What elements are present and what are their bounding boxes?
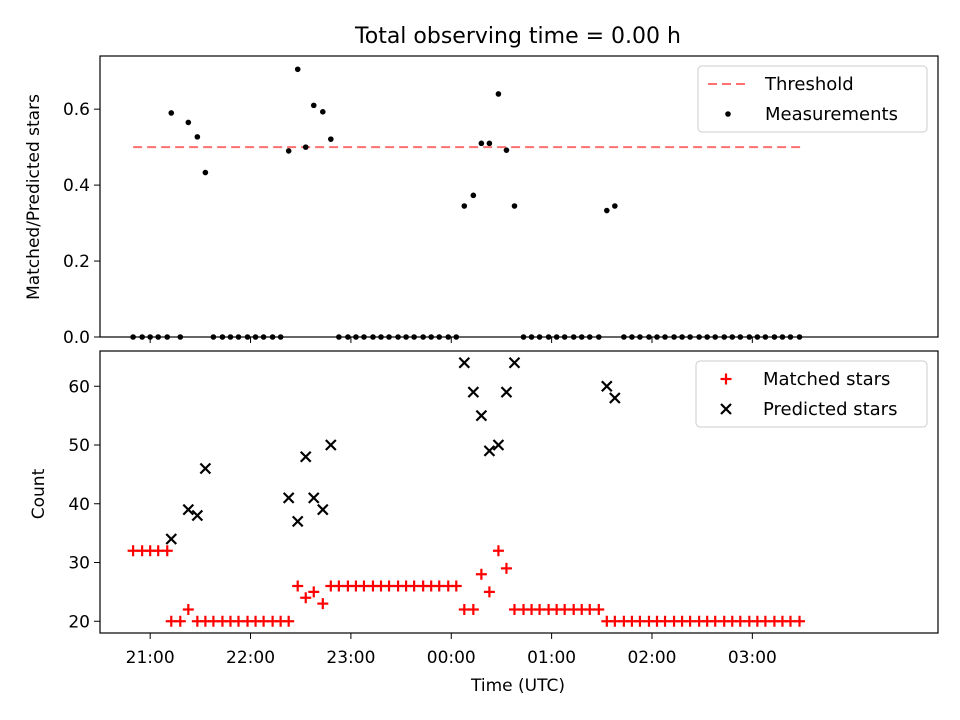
measurement-point: [328, 136, 334, 142]
predicted-star-point: [609, 392, 621, 404]
predicted-star-point: [182, 503, 195, 516]
count-legend: Matched stars Predicted stars: [695, 360, 928, 428]
predicted-star-point: [325, 439, 337, 451]
predicted-star-point: [500, 386, 513, 398]
count-y-tick-label: 60: [68, 377, 90, 397]
ratio-axes-frame: [99, 55, 939, 338]
ratio-y-tick-label: 0.6: [63, 100, 90, 120]
count-x-tick-label: 23:00: [326, 648, 375, 668]
matched-star-point: [794, 615, 806, 627]
legend-predicted-label: Predicted stars: [763, 399, 897, 420]
ratio-panel: Matched/Predicted stars 0.0 0.2 0.4 0.6 Thr…: [24, 55, 939, 348]
predicted-star-point: [601, 380, 613, 393]
measurement-point: [285, 148, 292, 154]
measurement-point: [604, 207, 610, 214]
count-series: [127, 356, 806, 627]
measurement-point: [185, 119, 192, 126]
measurement-point: [470, 192, 477, 199]
ratio-legend: Threshold Measurements: [697, 65, 928, 133]
legend-predicted-marker: [720, 403, 732, 415]
predicted-star-point: [475, 409, 488, 422]
matched-star-point: [161, 545, 173, 557]
predicted-star-point: [307, 492, 320, 504]
predicted-star-point: [291, 515, 304, 528]
ratio-y-ticks: 0.0 0.2 0.4 0.6: [63, 100, 753, 348]
predicted-star-point: [317, 503, 329, 516]
measurement-point: [612, 203, 618, 209]
count-axis-ticks: 20 30 40 50 60 21:00 22:00 23:00 00:00 01:00 02:00…: [68, 377, 776, 668]
matched-star-point: [467, 604, 479, 615]
count-y-axis-label: Count: [29, 468, 49, 519]
count-x-tick-label: 03:00: [728, 648, 777, 668]
legend-matched-label: Matched stars: [763, 369, 890, 390]
matched-star-point: [475, 568, 487, 580]
count-x-tick-label: 22:00: [226, 648, 275, 668]
ratio-y-tick-label: 0.2: [63, 252, 90, 272]
count-y-tick-label: 20: [68, 612, 90, 632]
ratio-y-axis-label: Matched/Predicted stars: [24, 94, 44, 300]
matched-star-point: [308, 586, 320, 598]
measurement-point: [319, 109, 326, 115]
count-x-axis-label: Time (UTC): [470, 676, 565, 696]
matched-star-point: [483, 586, 495, 598]
count-y-tick-label: 50: [68, 436, 90, 456]
measurement-point: [486, 140, 493, 147]
measurement-point: [461, 203, 468, 209]
predicted-star-point: [299, 450, 312, 463]
ratio-y-tick-label: 0.4: [63, 176, 90, 196]
count-x-tick-label: 21:00: [126, 648, 175, 668]
legend-measurements-label: Measurements: [765, 104, 898, 125]
figure-title: Total observing time = 0.00 h: [354, 24, 681, 49]
legend-measurements-swatch: [725, 111, 731, 117]
measurement-point: [503, 147, 510, 153]
measurement-point: [202, 169, 209, 176]
count-y-tick-label: 30: [68, 554, 90, 574]
matched-star-point: [492, 545, 504, 557]
predicted-star-point: [191, 509, 204, 522]
measurement-point: [495, 91, 502, 97]
predicted-star-point: [508, 356, 521, 369]
matched-star-point: [292, 580, 304, 592]
count-legend-box: [695, 360, 928, 428]
count-x-tick-label: 01:00: [527, 648, 576, 668]
matched-star-point: [300, 592, 312, 604]
ratio-legend-box: [697, 65, 928, 133]
matched-star-point: [593, 604, 605, 615]
matched-star-point: [500, 562, 512, 574]
ratio-y-tick-label: 0.0: [63, 328, 90, 348]
measurement-point: [294, 66, 301, 73]
count-x-tick-label: 02:00: [627, 648, 676, 668]
matched-star-point: [317, 598, 329, 610]
predicted-star-point: [282, 492, 295, 504]
matched-star-point: [283, 615, 295, 627]
measurement-point: [310, 102, 317, 109]
predicted-star-point: [165, 533, 178, 545]
count-y-tick-label: 40: [68, 495, 90, 515]
count-x-tick-label: 00:00: [427, 648, 476, 668]
count-panel: Count Time (UTC) 20 30 40 50 60 21:00 22:00 23:…: [29, 350, 939, 696]
legend-matched-swatch: [720, 373, 732, 385]
predicted-star-point: [492, 439, 505, 451]
matched-star-point: [182, 604, 194, 615]
legend-matched-marker: [720, 373, 732, 385]
legend-predicted-swatch: [720, 403, 732, 415]
predicted-star-point: [458, 356, 471, 369]
predicted-star-point: [467, 386, 480, 398]
measurement-point: [478, 140, 485, 147]
measurement-point: [302, 144, 309, 150]
matched-star-point: [450, 580, 462, 592]
predicted-star-point: [199, 462, 212, 475]
measurement-point: [194, 134, 201, 140]
predicted-star-point: [483, 445, 496, 457]
measurement-point: [168, 110, 175, 116]
measurement-point: [511, 203, 518, 209]
legend-threshold-label: Threshold: [764, 74, 854, 95]
count-axes-frame: [99, 350, 939, 634]
matched-star-point: [174, 615, 186, 627]
